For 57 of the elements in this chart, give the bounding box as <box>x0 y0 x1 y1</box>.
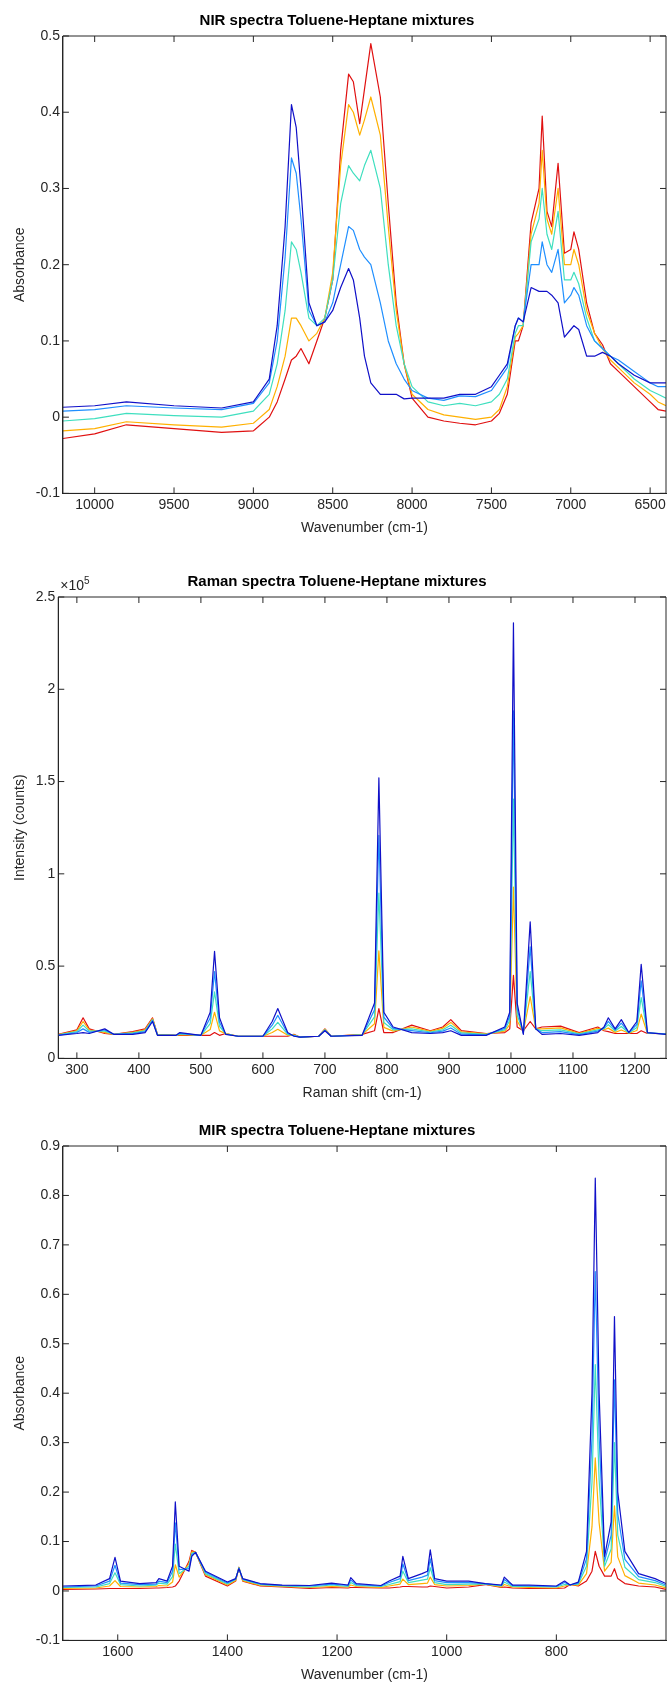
x-tick-label: 800 <box>544 1642 569 1659</box>
y-tick-label: 0.7 <box>40 1235 61 1252</box>
y-tick-label: -0.1 <box>35 484 61 501</box>
y-tick-label: 0.5 <box>40 26 61 43</box>
y-tick-label: 0.2 <box>40 255 61 272</box>
y-tick-label: 0.6 <box>40 1285 61 1302</box>
x-tick-label: 900 <box>437 1060 461 1077</box>
y-tick-label: 0.1 <box>40 1532 61 1549</box>
x-tick-label: 8000 <box>396 495 428 512</box>
x-tick-label: 1400 <box>211 1642 244 1659</box>
x-tick-label: 9500 <box>158 495 190 512</box>
y-tick-label: 0.1 <box>40 331 61 348</box>
y-axis-title: Absorbance <box>11 1355 28 1431</box>
y-tick-label: 0 <box>47 1049 56 1066</box>
y-tick-label: 0.4 <box>40 103 61 120</box>
y-tick-label: 0.8 <box>40 1186 61 1203</box>
x-axis-title: Wavenumber (cm-1) <box>300 1666 428 1683</box>
y-tick-label: -0.1 <box>35 1631 61 1648</box>
x-tick-label: 1100 <box>557 1060 589 1077</box>
y-tick-label: 2.5 <box>35 587 56 604</box>
x-axis-title: Raman shift (cm-1) <box>302 1084 422 1101</box>
y-axis-title: Intensity (counts) <box>11 774 28 881</box>
y-tick-label: 0 <box>52 408 61 425</box>
y-tick-label: 0.4 <box>40 1384 61 1401</box>
x-tick-label: 300 <box>65 1060 89 1077</box>
y-tick-label: 2 <box>47 680 56 697</box>
chart-title: NIR spectra Toluene-Heptane mixtures <box>199 11 475 29</box>
x-tick-label: 800 <box>375 1060 399 1077</box>
chart-title: MIR spectra Toluene-Heptane mixtures <box>198 1121 476 1139</box>
y-tick-label: 0.2 <box>40 1482 61 1499</box>
x-tick-label: 600 <box>251 1060 275 1077</box>
y-tick-label: 1.5 <box>35 772 56 789</box>
x-tick-label: 7000 <box>555 495 587 512</box>
x-tick-label: 1000 <box>495 1060 527 1077</box>
x-tick-label: 1200 <box>619 1060 651 1077</box>
x-tick-label: 1200 <box>321 1642 353 1659</box>
y-tick-label: 0.3 <box>40 179 61 196</box>
text: ×10$^{5}$ <box>60 575 90 593</box>
y-tick-label: 0.5 <box>40 1334 61 1351</box>
x-tick-label: 1600 <box>102 1642 134 1659</box>
y-tick-label: 0.9 <box>40 1136 61 1153</box>
y-axis-title: Absorbance <box>11 227 28 303</box>
x-tick-label: 500 <box>189 1060 213 1077</box>
x-tick-label: 1000 <box>431 1642 463 1659</box>
x-tick-label: 9000 <box>237 495 270 512</box>
x-tick-label: 700 <box>313 1060 337 1077</box>
x-axis-title: Wavenumber (cm-1) <box>300 519 428 536</box>
x-tick-label: 6500 <box>634 495 666 512</box>
x-tick-label: 7500 <box>475 495 508 512</box>
chart-title: Raman spectra Toluene-Heptane mixtures <box>187 572 487 590</box>
x-tick-label: 8500 <box>317 495 349 512</box>
y-tick-label: 0.5 <box>35 956 56 973</box>
y-tick-label: 0 <box>52 1581 61 1598</box>
y-tick-label: 0.3 <box>40 1433 61 1450</box>
x-tick-label: 10000 <box>75 495 115 512</box>
x-tick-label: 400 <box>127 1060 151 1077</box>
y-tick-label: 1 <box>47 864 56 881</box>
